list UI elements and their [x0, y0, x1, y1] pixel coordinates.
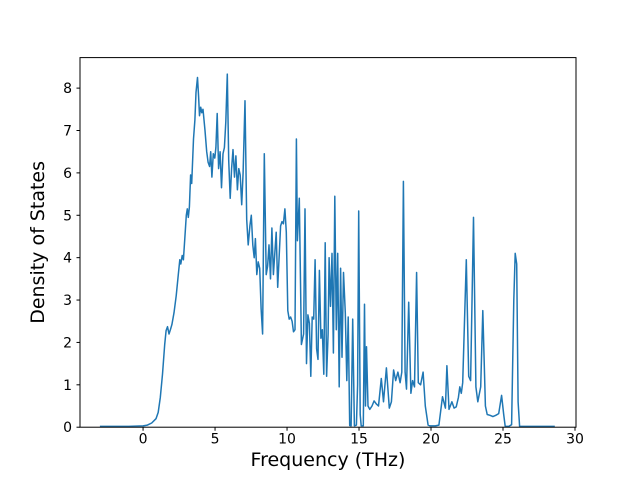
y-tick-label: 6 — [63, 166, 72, 182]
x-tick-label: 10 — [278, 432, 296, 448]
axes-spines — [79, 57, 577, 428]
y-axis-label: Density of States — [27, 161, 49, 324]
y-tick-label: 4 — [63, 251, 72, 267]
y-tick-label: 2 — [63, 335, 72, 351]
x-tick-label: 15 — [350, 432, 368, 448]
x-axis-label: Frequency (THz) — [251, 449, 406, 471]
dos-curve — [99, 73, 555, 428]
y-tick-label: 5 — [63, 208, 72, 224]
y-tick-label: 3 — [63, 293, 72, 309]
x-tick-label: 5 — [211, 432, 220, 448]
x-tick-label: 30 — [566, 432, 584, 448]
x-axis-ticks: 0 5 10 15 20 25 30 — [139, 427, 584, 448]
y-tick-label: 1 — [63, 378, 72, 394]
y-tick-label: 8 — [63, 81, 72, 97]
y-axis-ticks: 0 1 2 3 4 5 6 7 8 — [63, 81, 80, 436]
y-tick-label: 7 — [63, 124, 72, 140]
y-tick-label: 0 — [63, 420, 72, 436]
x-tick-label: 0 — [139, 432, 148, 448]
x-tick-label: 20 — [422, 432, 440, 448]
x-tick-label: 25 — [494, 432, 512, 448]
